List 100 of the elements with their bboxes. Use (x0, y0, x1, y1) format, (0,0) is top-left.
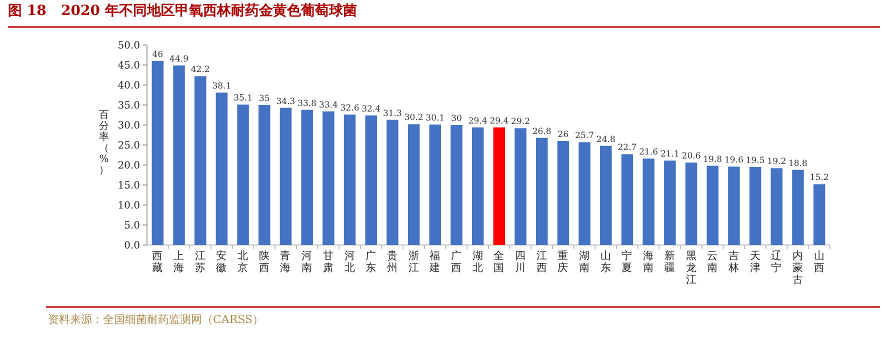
x-tick-label: 山东 (600, 249, 612, 274)
y-tick-label: 0.0 (124, 240, 140, 252)
data-label: 30.2 (404, 113, 424, 124)
bar (749, 167, 762, 245)
chart-title: 图 18 2020 年不同地区甲氧西林耐药金黄色葡萄球菌 (8, 3, 357, 19)
x-tick-label: 浙江 (408, 249, 420, 274)
bar (557, 141, 570, 245)
bar (813, 184, 826, 245)
x-tick-label: 江西 (536, 250, 548, 274)
data-label: 46 (152, 50, 164, 60)
y-tick-label: 30.0 (118, 120, 140, 132)
data-label: 29.4 (490, 116, 509, 126)
data-label: 29.4 (468, 116, 488, 126)
data-label: 19.6 (724, 156, 744, 166)
x-tick-label: 新疆 (664, 249, 676, 274)
x-tick-label: 上海 (174, 249, 185, 274)
bar (578, 142, 590, 245)
data-label: 32.6 (340, 104, 360, 114)
x-tick-label: 山西 (814, 249, 825, 274)
x-tick-label: 内蒙古 (792, 249, 804, 286)
data-label: 20.6 (682, 152, 701, 162)
y-tick-label: 45.0 (118, 60, 140, 72)
data-label: 38.1 (212, 82, 232, 92)
x-tick-label: 安徽 (216, 249, 228, 274)
x-tick-label: 黑龙江 (686, 250, 697, 286)
x-tick-label: 福建 (428, 249, 441, 274)
x-tick-label: 吉林 (727, 249, 740, 274)
data-label: 30 (451, 114, 462, 124)
x-tick-label: 广东 (366, 249, 377, 274)
x-tick-label: 北京 (238, 249, 249, 274)
bar (429, 124, 442, 245)
data-label: 33.8 (298, 98, 317, 109)
bar (642, 158, 654, 245)
y-tick-label: 20.0 (118, 160, 140, 172)
x-tick-label: 河南 (302, 250, 313, 274)
bar (216, 92, 228, 245)
data-label: 29.2 (511, 117, 530, 128)
x-tick-label: 全国 (494, 250, 505, 274)
bar (770, 168, 783, 245)
bar (792, 170, 804, 245)
data-label: 26 (558, 130, 569, 140)
x-tick-label: 重庆 (558, 249, 569, 274)
bar (301, 110, 313, 245)
bar (493, 127, 506, 245)
bar (280, 108, 292, 245)
x-tick-label: 青海 (280, 249, 292, 274)
bar (450, 125, 462, 245)
x-tick-label: 湖北 (472, 250, 484, 274)
data-label: 19.2 (767, 157, 786, 168)
x-tick-label: 陕西 (258, 250, 270, 274)
bar (408, 124, 420, 245)
y-tick-label: 35.0 (118, 100, 140, 112)
y-tick-label: 25.0 (118, 140, 140, 152)
y-tick-label: 5.0 (124, 220, 140, 232)
bar (664, 160, 676, 245)
text: 资料来源：全国细菌耐药监测网（CARSS） (48, 313, 264, 326)
data-label: 21.1 (660, 150, 680, 160)
data-label: 30.1 (426, 114, 445, 124)
data-label: 32.4 (362, 104, 381, 114)
x-tick-label: 西藏 (152, 250, 164, 274)
bar (365, 115, 377, 245)
y-tick-label: 40.0 (118, 80, 140, 92)
bar (728, 166, 740, 245)
data-label: 26.8 (532, 126, 552, 137)
data-label: 35.1 (234, 94, 253, 104)
x-tick-label: 河北 (344, 250, 356, 274)
data-label: 33.4 (318, 100, 338, 110)
x-tick-label: 辽宁 (771, 250, 782, 274)
data-label: 25.7 (575, 131, 594, 142)
x-tick-label: 湖南 (579, 250, 590, 274)
x-tick-label: 甘肃 (322, 249, 334, 274)
bar (258, 105, 270, 245)
data-label: 35 (258, 94, 270, 104)
bar (621, 154, 634, 245)
bar (514, 128, 526, 245)
y-tick-label: 15.0 (118, 180, 140, 192)
y-tick-label: 10.0 (118, 200, 140, 212)
data-label: 15.2 (810, 173, 829, 184)
bar (237, 104, 249, 245)
bar (344, 114, 356, 245)
data-label: 31.3 (382, 108, 402, 119)
data-label: 19.8 (703, 154, 722, 165)
y-tick-label: 50.0 (118, 40, 140, 52)
bar (536, 138, 548, 245)
x-tick-label: 广西 (450, 249, 462, 274)
data-label: 21.6 (639, 148, 658, 158)
bar (386, 120, 398, 245)
x-tick-label: 云南 (707, 250, 718, 274)
data-label: 34.3 (276, 96, 296, 107)
data-label: 22.7 (618, 143, 637, 154)
y-axis-title: 百分率（%） (99, 110, 109, 176)
bar (706, 166, 718, 245)
x-tick-label: 宁夏 (622, 249, 633, 274)
data-label: 42.2 (190, 65, 210, 76)
bar (173, 65, 185, 245)
bar (600, 146, 612, 245)
bar (152, 61, 164, 245)
x-tick-label: 海南 (643, 250, 654, 274)
data-label: 19.5 (746, 156, 765, 166)
data-label: 44.9 (170, 54, 188, 64)
